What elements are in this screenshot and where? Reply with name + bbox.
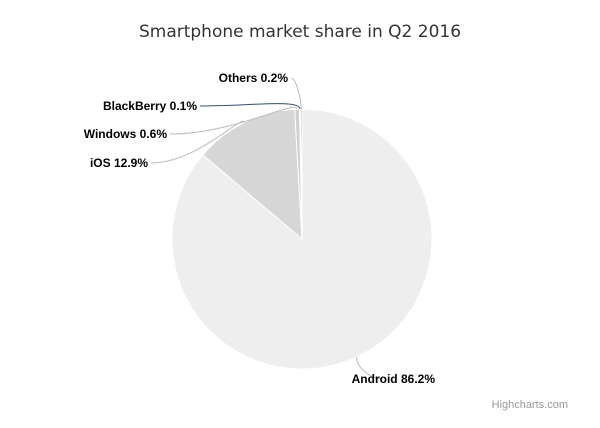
slice-label-ios: iOS 12.9% [90,156,148,170]
slice-label-blackberry: BlackBerry 0.1% [103,99,197,113]
slice-label-others: Others 0.2% [219,71,289,85]
credits-link[interactable]: Highcharts.com [492,399,568,411]
connector-windows [169,106,298,135]
pie-slice-ios[interactable] [202,108,303,241]
chart-title: Smartphone market share in Q2 2016 [139,22,461,42]
connector-android [356,356,384,380]
connector-others [290,77,302,110]
slice-label-android: Android 86.2% [352,372,436,386]
connector-ios [150,120,245,164]
label-connectors [150,77,384,380]
pie-slices [171,108,433,370]
connector-blackberry [199,103,301,110]
slice-label-windows: Windows 0.6% [84,127,168,141]
slice-labels: Android 86.2% iOS 12.9% Windows 0.6% BlackB… [84,71,436,386]
